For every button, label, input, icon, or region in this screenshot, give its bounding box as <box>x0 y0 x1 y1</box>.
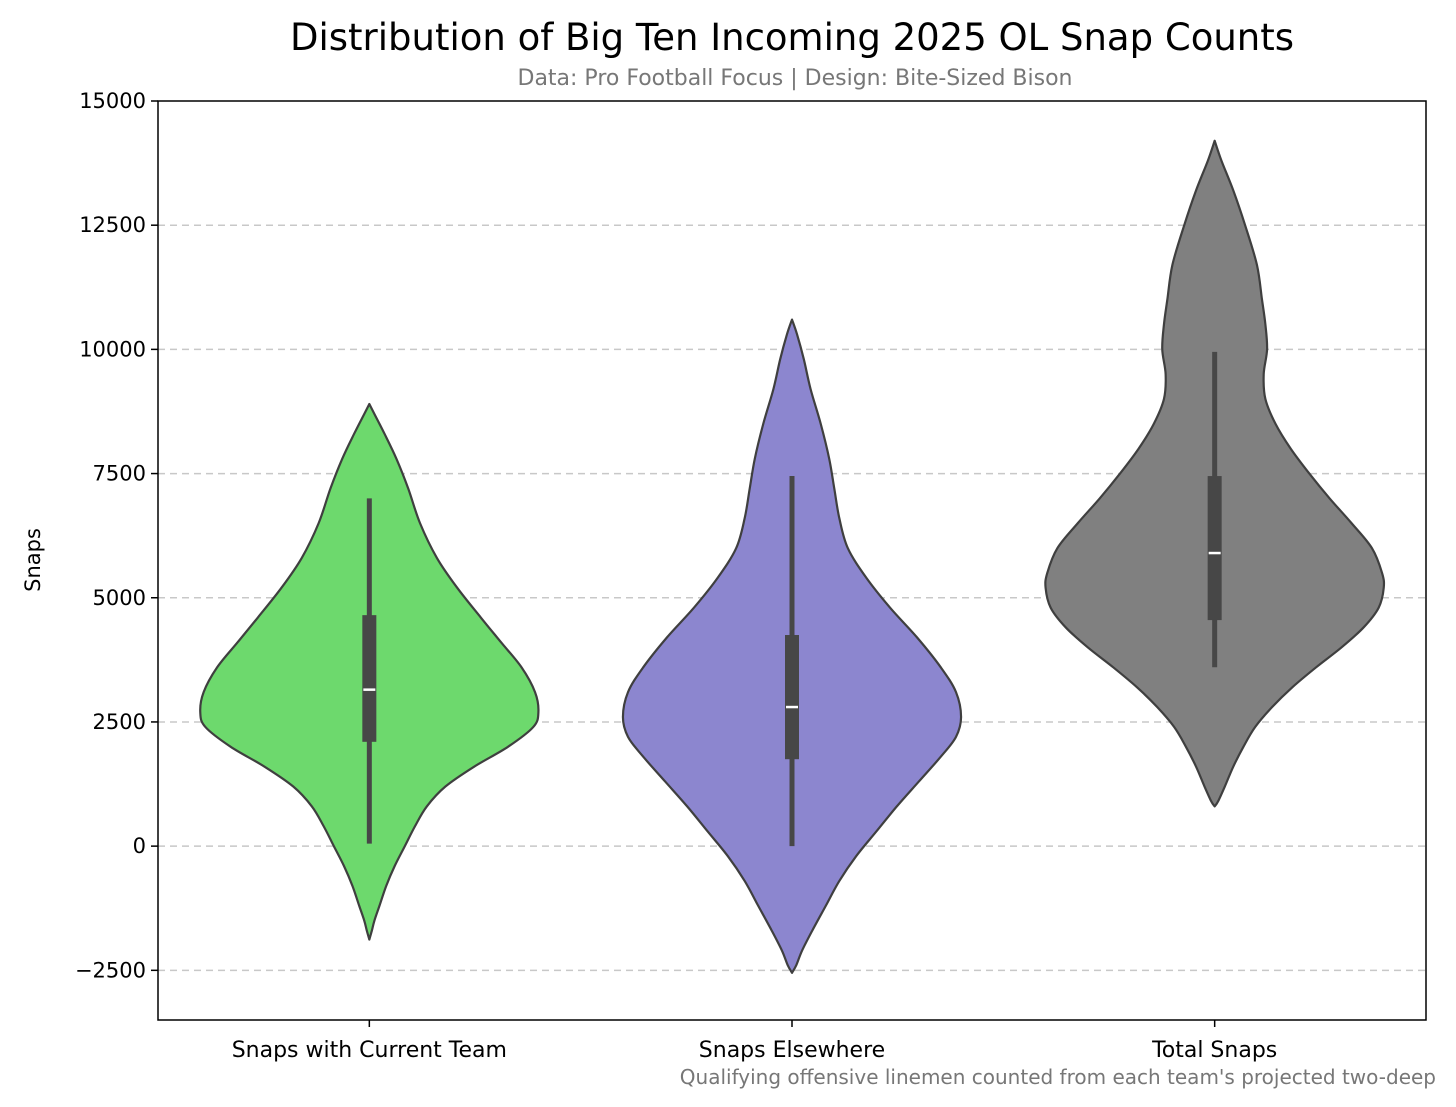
chart-caption: Qualifying offensive linemen counted fro… <box>680 1065 1436 1089</box>
x-tick-label: Snaps Elsewhere <box>699 1038 885 1063</box>
violin-3 <box>1044 139 1386 808</box>
violins <box>199 139 1386 974</box>
violin-2 <box>621 318 963 974</box>
y-axis-label: Snaps <box>21 528 45 592</box>
violin-iqr-box <box>785 635 799 760</box>
y-tick-label: 7500 <box>93 462 146 486</box>
y-tick-label: 5000 <box>93 586 146 610</box>
y-tick-label: 0 <box>133 834 146 858</box>
chart-subtitle: Data: Pro Football Focus | Design: Bite-… <box>518 66 1073 91</box>
y-tick-label: 12500 <box>79 213 146 237</box>
x-tick-label: Total Snaps <box>1151 1038 1277 1063</box>
y-axis-ticks: −2500 0 2500 5000 7500 10000 12500 15000 <box>75 89 158 982</box>
chart-title: Distribution of Big Ten Incoming 2025 OL… <box>290 16 1294 59</box>
y-tick-label: 10000 <box>79 337 146 361</box>
violin-iqr-box <box>362 615 377 742</box>
y-tick-label: 15000 <box>79 89 146 113</box>
violin-1 <box>199 402 540 941</box>
y-tick-label: 2500 <box>93 710 146 734</box>
x-tick-label: Snaps with Current Team <box>232 1038 507 1063</box>
y-tick-label: −2500 <box>75 958 146 982</box>
x-axis-ticks: Snaps with Current Team Snaps Elsewhere To… <box>232 1020 1277 1063</box>
violin-iqr-box <box>1207 476 1222 621</box>
